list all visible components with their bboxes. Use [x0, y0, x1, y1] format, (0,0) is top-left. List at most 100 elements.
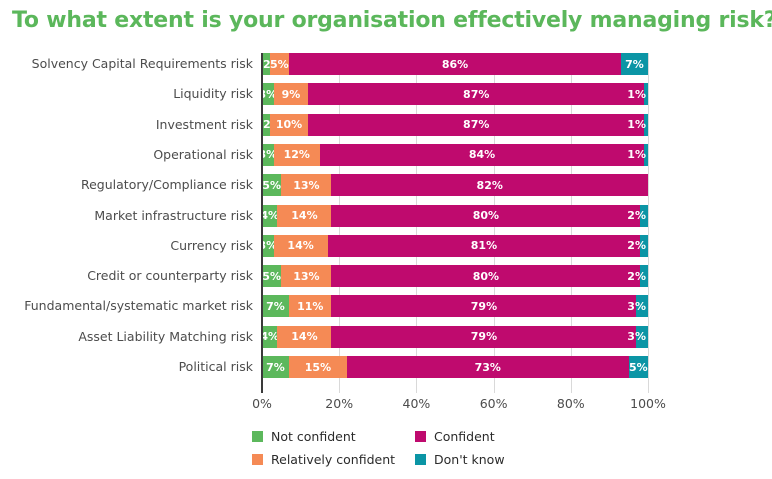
chart-bar-segment[interactable]: 3%: [627, 295, 648, 318]
chart-bar-segment[interactable]: 1%: [627, 143, 648, 166]
chart-bar-segment[interactable]: 4%: [260, 204, 279, 227]
y-axis-category-label: Asset Liability Matching risk: [78, 328, 253, 344]
chart-bar-segment[interactable]: 2%: [627, 204, 648, 227]
page-title: To what extent is your organisation effe…: [12, 8, 772, 33]
chart-bar-row[interactable]: 4% 14% 79% 3%: [260, 325, 648, 348]
chart-bar-segment[interactable]: 14%: [273, 234, 328, 257]
legend-item-confident[interactable]: Confident: [415, 428, 495, 444]
chart-bar-value-label: 79%: [470, 330, 498, 344]
chart-bar-segment[interactable]: 4%: [260, 325, 280, 348]
chart-bar-value-label: 15%: [304, 360, 332, 374]
chart-bar-row[interactable]: 7% 15% 73% 5%: [262, 356, 648, 378]
chart-bar-segment[interactable]: 79%: [331, 325, 637, 348]
chart-bar-segment[interactable]: 84%: [319, 143, 645, 166]
chart-bar-value-label: 2%: [627, 209, 646, 222]
x-axis-tick-label: 40%: [402, 396, 431, 411]
chart-bar-value-label: 13%: [293, 178, 320, 192]
chart-bar-segment[interactable]: 2%: [627, 234, 648, 257]
chart-bar-segment[interactable]: 87%: [308, 113, 645, 136]
chart-bar-value-label: 87%: [463, 87, 490, 101]
chart-legend: Not confident Relatively confident Confi…: [252, 428, 582, 470]
chart-bar-segment[interactable]: 5%: [269, 53, 290, 75]
y-axis-category-label: Fundamental/systematic market risk: [24, 298, 253, 314]
legend-item-dont-know[interactable]: Don't know: [415, 451, 505, 467]
chart-bar-value-label: 1%: [627, 148, 646, 162]
chart-bar-value-label: 5%: [262, 178, 281, 192]
legend-item-label: Relatively confident: [271, 451, 396, 467]
chart-bar-segment[interactable]: 11%: [289, 295, 332, 318]
chart-bar-row[interactable]: 2%10% 87% 1%: [262, 113, 648, 136]
chart-bar-segment[interactable]: 80%: [331, 204, 641, 227]
chart-bar-segment[interactable]: 80%: [331, 265, 641, 288]
legend-item-label: Don't know: [434, 451, 505, 467]
chart-plot-area: 2%5%86%7%3%9%87%1%2%10%87%1%3%12%84%1%5%…: [258, 53, 649, 393]
legend-swatch-icon: [252, 453, 263, 465]
chart-bar-value-label: 2%: [627, 269, 646, 283]
chart-bar-segment[interactable]: 2%: [262, 113, 282, 136]
chart-bar-row[interactable]: 5% 13% 82%: [262, 174, 648, 197]
chart-bar-segment[interactable]: 9%: [273, 83, 309, 106]
chart-bar-segment[interactable]: 7%: [262, 295, 290, 318]
legend-item-label: Not confident: [271, 428, 356, 444]
y-axis-category-label: Market infrastructure risk: [94, 207, 253, 223]
chart-bar-value-label: 1%: [627, 118, 646, 132]
chart-bar-segment[interactable]: 5%: [262, 265, 282, 288]
chart-bar-segment[interactable]: 5%: [262, 174, 282, 197]
legend-item-not-confident[interactable]: Not confident: [252, 428, 356, 444]
chart-bar-segment[interactable]: 81%: [327, 234, 641, 257]
chart-bar-segment[interactable]: 7%: [620, 53, 648, 75]
legend-item-relatively-confident[interactable]: Relatively confident: [252, 451, 395, 467]
chart-bar-segment[interactable]: 82%: [331, 174, 648, 197]
legend-swatch-icon: [252, 430, 263, 442]
chart-bar-segment[interactable]: 1%: [627, 113, 648, 136]
chart-bar-segment[interactable]: 13%: [281, 265, 332, 288]
chart-bar-segment[interactable]: 7%: [262, 356, 290, 378]
chart-bar-segment[interactable]: 15%: [289, 356, 347, 378]
chart-bar-segment[interactable]: 14%: [277, 204, 332, 227]
chart-bar-segment[interactable]: 14%: [277, 325, 332, 348]
chart-bar-value-label: 80%: [472, 209, 500, 222]
y-axis-category-label: Currency risk: [170, 237, 253, 253]
chart-bar-segment[interactable]: 13%: [281, 174, 332, 197]
chart-bar-row[interactable]: 3% 12% 84% 1%: [258, 143, 648, 166]
chart-bar-value-label: 14%: [287, 239, 314, 253]
chart-bar-segment[interactable]: 3%: [258, 143, 277, 166]
chart-bar-segment[interactable]: 2%: [627, 265, 648, 288]
chart-bar-segment[interactable]: 79%: [331, 295, 637, 318]
chart-bar-segment[interactable]: 10%: [269, 113, 309, 136]
chart-bar-row[interactable]: 5% 13% 80% 2%: [262, 265, 648, 288]
chart-bar-segment[interactable]: 3%: [627, 325, 648, 348]
x-axis-tick-label: 80%: [556, 396, 585, 411]
chart-bar-row[interactable]: 3% 14% 81% 2%: [258, 234, 648, 257]
chart-bar-value-label: 12%: [283, 148, 310, 162]
chart-bar-value-label: 3%: [258, 239, 278, 253]
chart-bar-segment[interactable]: 3%: [258, 83, 277, 106]
chart-bar-value-label: 3%: [627, 299, 646, 313]
chart-bar-value-label: 80%: [472, 269, 500, 283]
chart-bar-segment[interactable]: 5%: [628, 356, 648, 378]
chart-bar-value-label: 10%: [275, 118, 303, 132]
chart-bar-value-label: 3%: [258, 148, 278, 162]
chart-bar-value-label: 4%: [260, 330, 280, 344]
chart-bar-segment[interactable]: 3%: [258, 234, 277, 257]
chart-bar-value-label: 7%: [625, 57, 644, 71]
y-axis-category-label: Credit or counterparty risk: [87, 268, 253, 284]
legend-swatch-icon: [415, 453, 426, 465]
chart-bar-segment[interactable]: 2%: [262, 53, 282, 75]
chart-bar-segment[interactable]: 1%: [627, 83, 648, 106]
chart-bar-segment[interactable]: 12%: [273, 143, 320, 166]
y-axis-category-label: Investment risk: [155, 116, 253, 132]
chart-bar-segment[interactable]: 73%: [346, 356, 629, 378]
chart-bar-value-label: 79%: [470, 299, 498, 313]
chart-bar-row[interactable]: 4% 14% 80% 2%: [260, 204, 648, 227]
chart-bar-value-label: 11%: [297, 299, 324, 313]
chart-bar-segment[interactable]: 86%: [289, 53, 621, 75]
chart-bar-value-label: 2%: [627, 239, 646, 253]
y-axis-category-label: Operational risk: [153, 146, 253, 162]
chart-bar-row[interactable]: 2%5% 86% 7%: [262, 53, 648, 75]
chart-bar-row[interactable]: 3% 9% 87% 1%: [258, 83, 648, 106]
chart-bar-row[interactable]: 7% 11% 79% 3%: [262, 295, 648, 318]
x-axis-tick-label: 0%: [252, 396, 272, 411]
y-axis-category-label: Political risk: [178, 359, 253, 374]
chart-bar-segment[interactable]: 87%: [308, 83, 645, 106]
